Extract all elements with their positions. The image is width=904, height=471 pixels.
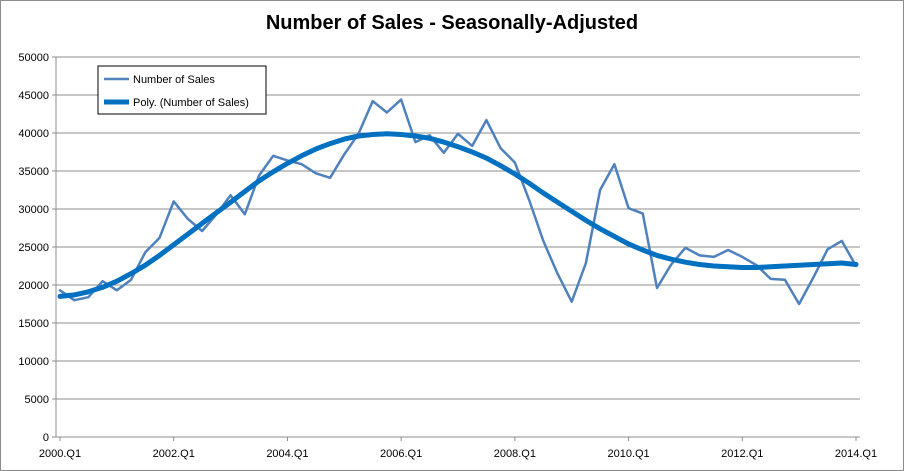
y-tick-label: 45000 [18, 90, 49, 102]
series-line-poly-trend [57, 131, 859, 299]
x-tick-label: 2014.Q1 [835, 448, 877, 460]
x-tick-label: 2006.Q1 [380, 448, 422, 460]
y-tick-label: 50000 [18, 52, 49, 64]
series-line-number-of-sales [58, 98, 858, 306]
y-tick-label: 30000 [18, 204, 49, 216]
y-tick-label: 5000 [25, 394, 49, 406]
legend: Number of Sales Poly. (Number of Sales) [97, 65, 267, 115]
y-tick-label: 10000 [18, 356, 49, 368]
chart-title: Number of Sales - Seasonally-Adjusted [265, 12, 639, 34]
y-tick-label: 15000 [18, 318, 49, 330]
x-tick-label: 2008.Q1 [494, 448, 536, 460]
axes [55, 57, 860, 438]
y-tick-label: 35000 [18, 166, 49, 178]
x-tick-label: 2000.Q1 [39, 448, 81, 460]
y-tick-label: 20000 [18, 280, 49, 292]
series-lines [57, 98, 859, 306]
y-tick-label: 25000 [18, 242, 49, 254]
y-axis-tick-labels: 0 5000 10000 15000 20000 25000 30000 35000 40000… [18, 52, 49, 444]
x-tick-label: 2004.Q1 [266, 448, 308, 460]
legend-label-poly-trend: Poly. (Number of Sales) [133, 97, 249, 109]
legend-label-number-of-sales: Number of Sales [133, 74, 215, 86]
y-tick-label: 40000 [18, 128, 49, 140]
x-tick-label: 2002.Q1 [153, 448, 195, 460]
x-tick-label: 2012.Q1 [721, 448, 763, 460]
x-tick-label: 2010.Q1 [607, 448, 649, 460]
y-tick-label: 0 [43, 432, 49, 444]
legend-box [97, 65, 267, 115]
x-axis-tick-labels: 2000.Q1 2002.Q1 2004.Q1 2006.Q1 2008.Q1 2010.… [39, 437, 877, 460]
